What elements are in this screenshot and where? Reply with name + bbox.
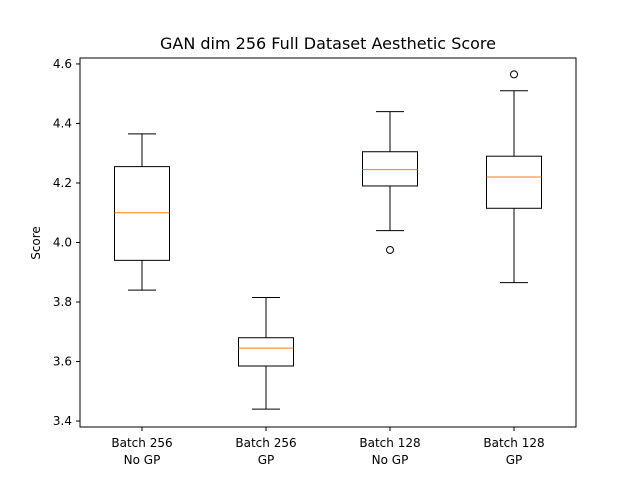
y-tick-label: 3.8 <box>53 295 72 309</box>
x-tick-label-line1: Batch 256 <box>235 436 296 450</box>
x-tick-label-line2: No GP <box>124 453 161 467</box>
box-series <box>114 70 542 410</box>
y-axis-label: Score <box>29 226 43 260</box>
plot-area-frame <box>79 57 577 428</box>
x-tick-label-line2: GP <box>258 453 275 467</box>
box-group <box>362 111 418 254</box>
box-group <box>114 133 170 291</box>
y-tick-label: 4.4 <box>53 116 72 130</box>
y-tick-label: 4.0 <box>53 236 72 250</box>
iqr-box <box>486 155 542 209</box>
y-tick-label: 4.6 <box>53 57 72 71</box>
x-tick-label-line2: GP <box>506 453 523 467</box>
x-tick-label-line1: Batch 256 <box>111 436 172 450</box>
y-axis: 3.4 3.6 3.8 4.0 4.2 4.4 4.6 <box>53 57 80 428</box>
outlier-point <box>510 70 518 79</box>
box-group <box>486 70 542 284</box>
iqr-box <box>238 337 294 367</box>
iqr-box <box>114 166 170 261</box>
x-tick-label-line1: Batch 128 <box>359 436 420 450</box>
y-tick-label: 4.2 <box>53 176 72 190</box>
outlier-point <box>386 245 394 254</box>
x-axis: Batch 256 No GP Batch 256 GP Batch 128 No GP B… <box>111 427 545 467</box>
x-tick-label-line2: No GP <box>372 453 409 467</box>
iqr-box <box>362 151 418 187</box>
y-tick-label: 3.6 <box>53 355 72 369</box>
chart-title: GAN dim 256 Full Dataset Aesthetic Score <box>160 34 496 53</box>
box-group <box>238 297 294 410</box>
y-tick-label: 3.4 <box>53 414 72 428</box>
x-tick-label-line1: Batch 128 <box>483 436 544 450</box>
